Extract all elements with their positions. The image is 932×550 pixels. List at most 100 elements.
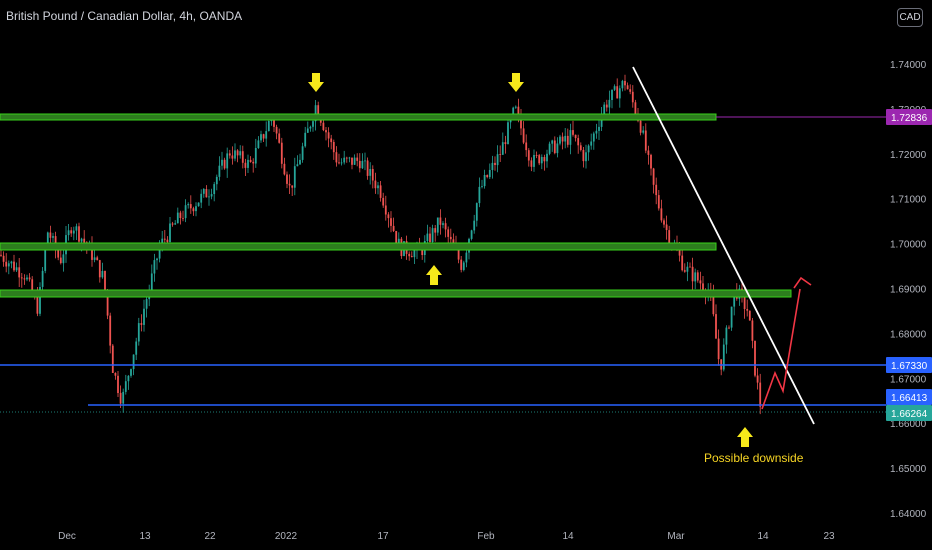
candle-body (18, 267, 21, 278)
candle-body (249, 159, 252, 162)
candle-body (475, 203, 478, 221)
candle-body (434, 228, 437, 233)
candle-body (384, 205, 387, 215)
price-marker-last (886, 405, 932, 421)
candle-body (345, 157, 348, 159)
candle-body (135, 341, 138, 355)
candle-body (23, 278, 26, 280)
candle-body (559, 136, 561, 144)
candle-body (436, 217, 439, 233)
candle-body (652, 168, 655, 185)
candle-body (301, 146, 304, 160)
candle-body (182, 218, 184, 219)
candle-body (483, 175, 486, 187)
candle-body (691, 266, 694, 282)
candle-body (522, 128, 525, 143)
candle-body (374, 180, 377, 189)
candle-body (98, 260, 101, 278)
candle-body (223, 159, 226, 169)
candle-body (262, 134, 265, 139)
candle-body (460, 259, 463, 270)
candle-body (548, 143, 551, 154)
candle-body (153, 260, 156, 274)
candle-body (109, 315, 112, 346)
candle-body (83, 238, 86, 243)
candle-body (213, 184, 216, 194)
candle-body (62, 254, 65, 264)
candle-body (390, 218, 392, 226)
candle-body (504, 142, 507, 144)
candle-body (140, 323, 143, 325)
candle-body (330, 138, 333, 143)
candle-body (200, 193, 203, 203)
candle-body (514, 106, 517, 108)
candle-body (540, 157, 543, 164)
candle-body (332, 142, 335, 153)
candle-body (257, 140, 260, 148)
candle-body (660, 208, 663, 221)
candles (0, 74, 762, 415)
candle-body (743, 294, 746, 309)
candle-body (408, 253, 411, 257)
candle-body (647, 150, 650, 155)
candle-body (236, 150, 239, 156)
currency-button[interactable]: CAD (897, 8, 923, 27)
candle-body (189, 204, 192, 209)
candle-body (590, 141, 593, 146)
candle-body (452, 239, 455, 246)
y-tick-label: 1.66000 (890, 419, 927, 430)
candle-body (228, 153, 231, 156)
candle-body (132, 354, 135, 370)
candle-body (325, 130, 327, 133)
candle-body (299, 159, 301, 165)
candle-body (187, 204, 190, 206)
candle-body (470, 230, 473, 239)
candle-body (171, 223, 174, 225)
projection-arrowhead (793, 276, 812, 289)
candle-body (174, 223, 177, 225)
candle-body (395, 231, 398, 243)
candle-body (733, 289, 736, 307)
price-marker-resistance (886, 109, 932, 125)
candle-body (254, 148, 257, 164)
candle-body (699, 280, 702, 284)
candle-body (52, 236, 54, 238)
candle-body (163, 238, 166, 240)
candle-body (447, 229, 450, 237)
candle-body (306, 128, 309, 133)
x-tick-label: 14 (562, 531, 574, 542)
candle-body (449, 236, 452, 240)
candle-body (650, 154, 652, 169)
candle-body (501, 142, 504, 155)
candle-body (96, 257, 99, 261)
candle-body (44, 249, 47, 271)
candle-body (759, 382, 762, 407)
candle-body (322, 122, 325, 131)
candle-body (41, 270, 44, 287)
candle-body (218, 165, 221, 177)
candle-body (569, 130, 572, 145)
candle-body (75, 226, 78, 231)
candle-body (616, 86, 619, 99)
chart-title: British Pound / Canadian Dollar, 4h, OAN… (6, 9, 243, 23)
candle-body (748, 310, 751, 321)
candle-body (179, 212, 182, 218)
candle-body (556, 143, 559, 154)
candle-body (31, 279, 34, 293)
candle-body (215, 176, 218, 185)
candle-body (273, 117, 275, 127)
candle-body (317, 105, 320, 117)
candle-body (244, 162, 247, 168)
candle-body (730, 306, 733, 328)
candle-body (2, 255, 5, 262)
price-marker-support-1-label: 1.67330 (891, 361, 928, 372)
price-marker-support-1 (886, 357, 932, 373)
candle-body (291, 185, 294, 188)
candle-body (439, 217, 442, 225)
candle-body (145, 299, 148, 309)
candle-body (49, 232, 52, 238)
candle-body (715, 314, 717, 339)
candle-body (457, 249, 460, 260)
resistance-zone (0, 113, 717, 121)
